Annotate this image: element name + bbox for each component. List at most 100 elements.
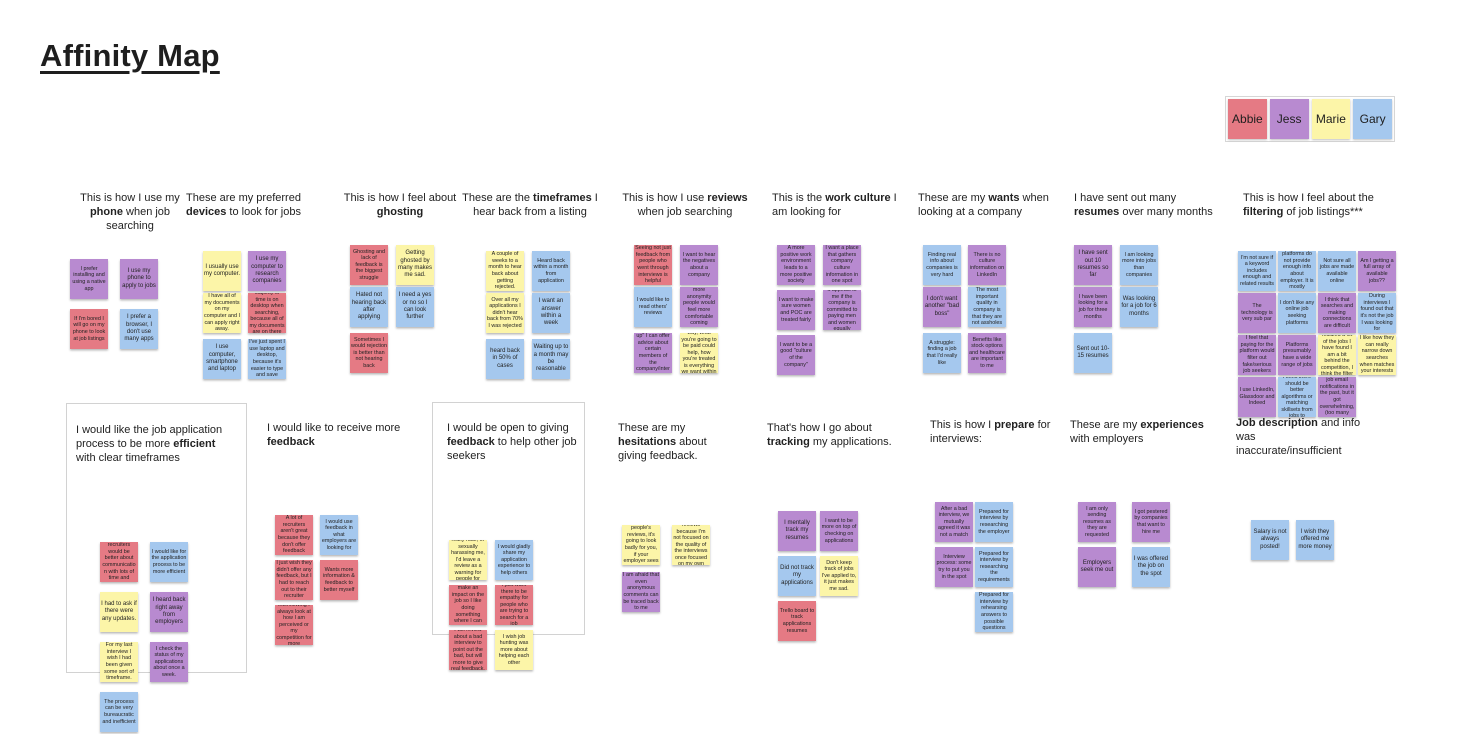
sticky-note[interactable]: Platforms presumably have a wide range o… [1278, 335, 1316, 375]
sticky-note[interactable]: I would use feedback in what employers a… [320, 515, 358, 555]
sticky-note[interactable]: On a "highest up" I can offer advice abo… [634, 333, 672, 373]
sticky-note[interactable]: I just want there to be empathy for peop… [495, 585, 533, 625]
sticky-note[interactable]: I check the status of my applications ab… [150, 642, 188, 682]
cluster-title: These are my experiences with employers [1070, 419, 1204, 445]
sticky-note[interactable]: I just wish they didn't offer any feedba… [275, 560, 313, 600]
sticky-note[interactable]: If there was more anonymity people would… [680, 287, 718, 327]
sticky-note[interactable]: Wish that recruiters would be better abo… [100, 542, 138, 582]
sticky-note[interactable]: During interviews I found out that it's … [1358, 293, 1396, 333]
sticky-note[interactable]: I think that searches and making connect… [1318, 293, 1356, 333]
sticky-note[interactable]: Finding real info about companies is ver… [923, 245, 961, 285]
sticky-note[interactable]: The process can be very bureaucratic and… [100, 692, 138, 732]
sticky-note[interactable]: Looks on a big way, what you're going to… [680, 333, 718, 373]
sticky-note[interactable]: I feel that paying for the platform woul… [1238, 335, 1276, 375]
sticky-note[interactable]: I will review about a bad interview to p… [449, 630, 487, 670]
sticky-note[interactable]: Since I started searching I realized a l… [1318, 335, 1356, 375]
legend: Abbie Jess Marie Gary [1225, 96, 1395, 142]
sticky-note[interactable]: I would like to read others' reviews [634, 287, 672, 327]
sticky-note[interactable]: I have sent out 10 resumes so far [1074, 245, 1112, 285]
sticky-note[interactable]: Ghosting and lack of feedback is the big… [350, 245, 388, 285]
sticky-note[interactable]: The most important quality in company is… [968, 287, 1006, 327]
sticky-note[interactable]: Did not track my applications [778, 556, 816, 596]
sticky-note[interactable]: I like how they can really narrow down s… [1358, 335, 1396, 375]
sticky-note[interactable]: I want to be a good "culture of the comp… [777, 335, 815, 375]
sticky-note[interactable]: Employers seek me out [1078, 547, 1116, 587]
sticky-note[interactable]: I will go above and beyond to make an im… [449, 585, 487, 625]
sticky-note[interactable]: I was offered the job on the spot [1132, 547, 1170, 587]
sticky-note[interactable]: I am only sending resumes as they are re… [1078, 502, 1116, 542]
sticky-note[interactable]: I have been looking for a job for three … [1074, 287, 1112, 327]
sticky-note[interactable]: Trello board to track applications resum… [778, 601, 816, 641]
cluster-resumes: I have sent out many resumes over many m… [1074, 191, 1214, 373]
sticky-note[interactable]: heard back in 50% of cases [486, 339, 524, 379]
cluster-title: These are my preferred devices to look f… [186, 192, 301, 218]
sticky-note[interactable]: I've just spent I use laptop and desktop… [248, 339, 286, 379]
sticky-note[interactable]: Benefits like stock options and healthca… [968, 333, 1006, 373]
sticky-note[interactable]: Sent out 10-15 resumes [1074, 333, 1112, 373]
sticky-note[interactable]: I wish job hunting was more about helpin… [495, 630, 533, 670]
sticky-note[interactable]: Over all my applications I didn't hear b… [486, 293, 524, 333]
sticky-note[interactable]: A couple of weeks to a month to hear bac… [486, 251, 524, 291]
sticky-note[interactable]: I'm not sure if a keyword includes enoug… [1238, 251, 1276, 291]
sticky-note[interactable]: After interviewing I always look at how … [275, 605, 313, 645]
sticky-note[interactable]: I wish they offered me more money [1296, 520, 1334, 560]
sticky-note[interactable]: I don't like any online job seeking plat… [1278, 293, 1316, 333]
sticky-note[interactable]: I want to make sure women and POC are tr… [777, 290, 815, 330]
sticky-note[interactable]: I want an answer within a week [532, 293, 570, 333]
sticky-note[interactable]: Wants more information & feedback to bet… [320, 560, 358, 600]
cluster-tracking: That's how I go about tracking my applic… [767, 421, 892, 641]
sticky-note[interactable]: I have all of my documents on my compute… [203, 293, 241, 333]
sticky-note[interactable]: A struggle: finding a job that I'd reall… [923, 333, 961, 373]
sticky-note[interactable]: After a bad interview, we mutually agree… [935, 502, 973, 542]
sticky-note[interactable]: I would gladly share my application expe… [495, 540, 533, 580]
sticky-note[interactable]: I want to be more on top of checking on … [820, 511, 858, 551]
sticky-note[interactable]: Seeing not just feedback from people who… [634, 245, 672, 285]
sticky-note[interactable]: I usually use my computer. [203, 251, 241, 291]
sticky-note[interactable]: Signed up for job email notifications in… [1318, 377, 1356, 417]
sticky-note[interactable]: Online platforms do not provide enough i… [1278, 251, 1316, 291]
sticky-note[interactable]: I got pestered by companies that want to… [1132, 502, 1170, 542]
sticky-note[interactable]: Am I getting a full array of available j… [1358, 251, 1396, 291]
sticky-note[interactable]: Salary is not always posted! [1251, 520, 1289, 560]
sticky-note[interactable]: I want to hear the negatives about a com… [680, 245, 718, 285]
sticky-note[interactable]: A more positive work environment leads t… [777, 245, 815, 285]
sticky-note[interactable]: I am looking more into jobs than compani… [1120, 245, 1158, 285]
sticky-note[interactable]: Not sure all jobs are made available onl… [1318, 251, 1356, 291]
sticky-note[interactable]: Don't keep track of jobs I've applied to… [820, 556, 858, 596]
sticky-note[interactable]: I am afraid that even anonymous comments… [622, 572, 660, 612]
sticky-note[interactable]: For my last interview I wish I had been … [100, 642, 138, 682]
sticky-note[interactable]: There is no culture information on Linke… [968, 245, 1006, 285]
sticky-note[interactable]: I mentally track my resumes [778, 511, 816, 551]
sticky-note[interactable]: Sometimes I would rejection is better th… [350, 333, 388, 373]
sticky-note[interactable]: I use my phone to apply to jobs [120, 259, 158, 299]
sticky-note[interactable]: Prepared for interview by rehearsing ans… [975, 592, 1013, 632]
sticky-note[interactable]: I heard back right away from employers [150, 592, 188, 632]
sticky-note[interactable]: I don't want another "bad boss" [923, 287, 961, 327]
sticky-note[interactable]: Waiting up to a month may be reasonable [532, 339, 570, 379]
sticky-note[interactable]: I use LinkedIn, Glassdoor and Indeed [1238, 377, 1276, 417]
sticky-note[interactable]: I prefer installing and using a native a… [70, 259, 108, 299]
sticky-note[interactable]: Heard back within a month from applicati… [532, 251, 570, 291]
sticky-note[interactable]: I prefer a browser, I don't use many app… [120, 309, 158, 349]
sticky-note[interactable]: It appeals to me if the company is commi… [823, 290, 861, 330]
sticky-note[interactable]: Prepared for interview by researching th… [975, 547, 1013, 587]
sticky-note[interactable]: I use my computer to research companies [248, 251, 286, 291]
sticky-note[interactable]: Getting ghosted by many makes me sad. [396, 245, 434, 285]
sticky-note[interactable]: Hated not hearing back after applying [350, 287, 388, 327]
sticky-note[interactable]: I use computer, smartphone and laptop [203, 339, 241, 379]
sticky-note[interactable]: I want a place that gathers company cult… [823, 245, 861, 285]
sticky-note[interactable]: Majority of time is on desktop when sear… [248, 293, 286, 333]
sticky-note[interactable]: For quick info, I think there should be … [1278, 377, 1316, 417]
sticky-note[interactable]: Prepared for interview by researching th… [975, 502, 1013, 542]
sticky-note[interactable]: The technology is very sub par [1238, 293, 1276, 333]
sticky-note[interactable]: Was looking for a job for 6 months [1120, 287, 1158, 327]
sticky-note[interactable]: Interview process: some try to put you i… [935, 547, 973, 587]
sticky-note[interactable]: A lot of recruiters aren't great because… [275, 515, 313, 555]
sticky-note[interactable]: If I'm bored I will go on my phone to lo… [70, 309, 108, 349]
sticky-note[interactable]: I don't leave reviews because I'm not fo… [672, 525, 710, 565]
sticky-note[interactable]: I had to ask if there were any updates. [100, 592, 138, 632]
sticky-note[interactable]: I need a yes or no so I can look further [396, 287, 434, 327]
sticky-note[interactable]: If they were really rude, or sexually ha… [449, 540, 487, 580]
sticky-note[interactable]: I would like for the application process… [150, 542, 188, 582]
sticky-note[interactable]: I'm worried about other people's reviews… [622, 525, 660, 565]
